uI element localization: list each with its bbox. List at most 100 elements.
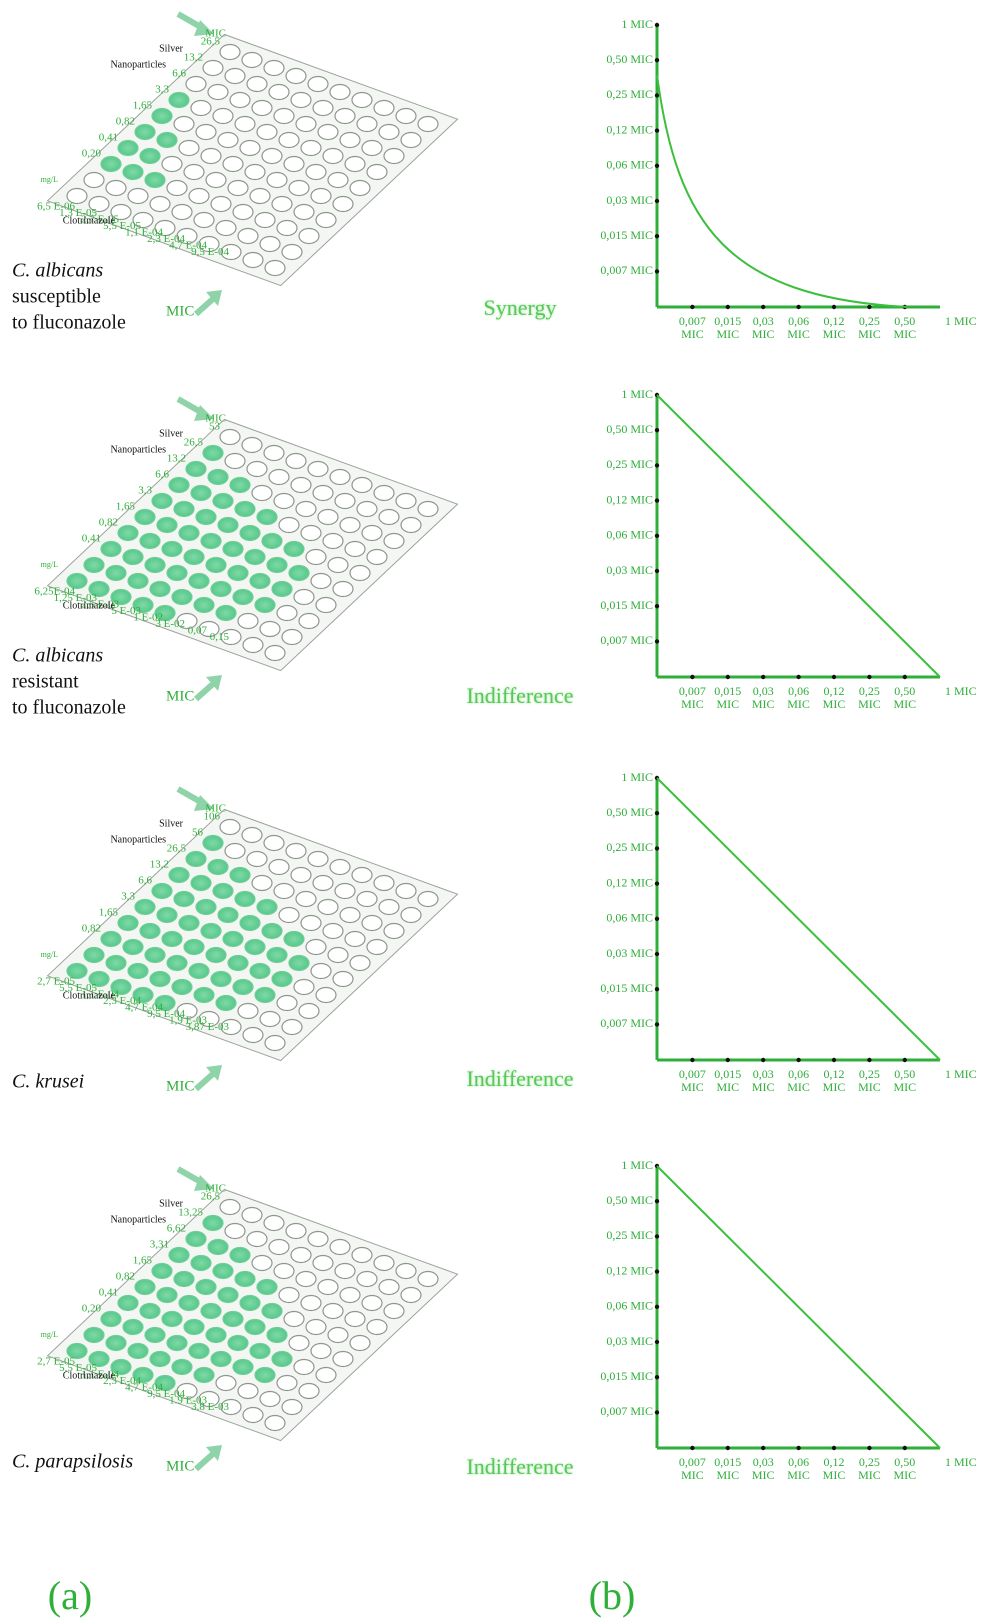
arrow — [196, 298, 214, 314]
well — [230, 478, 250, 493]
y-tick — [655, 987, 659, 991]
organism: resistant — [12, 671, 79, 693]
well — [184, 550, 204, 565]
well — [118, 526, 138, 541]
well — [396, 109, 416, 124]
isobole — [657, 395, 940, 677]
x-tick-label: 0,015 — [714, 684, 741, 698]
well — [211, 972, 231, 987]
y-tick — [655, 952, 659, 956]
organism: C. krusei — [12, 1071, 84, 1093]
interaction: Indifference — [466, 1454, 573, 1479]
silver-conc: 1,65 — [133, 1255, 153, 1267]
x-tick-unit: MIC — [787, 1468, 810, 1482]
y-tick-label: 1 MIC — [621, 1158, 653, 1172]
y-tick — [655, 23, 659, 27]
well — [201, 149, 221, 164]
interaction: Synergy — [484, 295, 557, 320]
x-tick-unit: MIC — [787, 1080, 810, 1094]
clotrimazole-label: Clotrimazole — [63, 990, 116, 1001]
y-tick-label: 0,015 MIC — [600, 228, 653, 242]
well — [318, 900, 338, 915]
well — [242, 1208, 262, 1223]
well — [255, 988, 275, 1003]
well — [84, 948, 104, 963]
well — [118, 916, 138, 931]
well — [250, 189, 270, 204]
well — [152, 884, 172, 899]
well — [333, 972, 353, 987]
well — [282, 1020, 302, 1035]
well — [267, 1328, 287, 1343]
silver-conc: 56 — [192, 827, 204, 839]
silver-label: Silver — [159, 428, 184, 439]
y-tick-label: 1 MIC — [621, 387, 653, 401]
x-tick-label: 0,03 — [753, 314, 774, 328]
x-tick — [690, 675, 694, 679]
well — [184, 165, 204, 180]
well — [247, 1232, 267, 1247]
well — [118, 1296, 138, 1311]
unit-label: mg/L — [41, 950, 58, 959]
x-tick-unit: MIC — [823, 327, 846, 341]
well — [294, 980, 314, 995]
interaction: Indifference — [466, 683, 573, 708]
y-tick — [655, 569, 659, 573]
mic-label: MIC — [166, 688, 194, 704]
well — [172, 590, 192, 605]
y-tick — [655, 463, 659, 467]
x-tick-label: 0,50 — [894, 1067, 915, 1081]
well — [264, 61, 284, 76]
x-tick-label: 0,015 — [714, 1067, 741, 1081]
well — [289, 956, 309, 971]
y-tick-label: 0,06 MIC — [606, 911, 653, 925]
well — [379, 900, 399, 915]
well — [194, 598, 214, 613]
x-tick — [867, 675, 871, 679]
well — [201, 534, 221, 549]
well — [274, 884, 294, 899]
well — [203, 1216, 223, 1231]
well — [201, 1304, 221, 1319]
well — [262, 1304, 282, 1319]
x-tick-unit: MIC — [716, 697, 739, 711]
well — [157, 908, 177, 923]
well — [313, 1256, 333, 1271]
y-tick — [655, 428, 659, 432]
silver-conc: 106 — [204, 811, 221, 823]
y-tick-label: 0,25 MIC — [606, 457, 653, 471]
well — [352, 93, 372, 108]
well — [220, 430, 240, 445]
y-tick — [655, 269, 659, 273]
x-tick — [726, 1446, 730, 1450]
silver-conc: 6,6 — [172, 68, 186, 80]
well — [274, 494, 294, 509]
well — [220, 45, 240, 60]
x-tick-label: 0,25 — [859, 684, 880, 698]
interaction: Indifference — [466, 1066, 573, 1091]
well — [301, 1296, 321, 1311]
well — [313, 486, 333, 501]
well — [308, 77, 328, 92]
well — [208, 85, 228, 100]
well — [228, 566, 248, 581]
nanoparticles-label: Nanoparticles — [110, 1214, 166, 1225]
well — [235, 502, 255, 517]
y-tick — [655, 1234, 659, 1238]
well — [333, 197, 353, 212]
well — [279, 908, 299, 923]
x-tick-label: 0,12 — [824, 1455, 845, 1469]
isobole — [657, 1166, 940, 1448]
well — [189, 1344, 209, 1359]
y-tick — [655, 1410, 659, 1414]
well — [379, 510, 399, 525]
well — [284, 542, 304, 557]
well — [357, 117, 377, 132]
y-tick-label: 0,12 MIC — [606, 122, 653, 136]
well — [243, 1028, 263, 1043]
y-tick-label: 0,015 MIC — [600, 598, 653, 612]
well — [323, 1304, 343, 1319]
x-end-label: 1 MIC — [945, 684, 977, 698]
well — [367, 940, 387, 955]
x-tick-unit: MIC — [823, 697, 846, 711]
